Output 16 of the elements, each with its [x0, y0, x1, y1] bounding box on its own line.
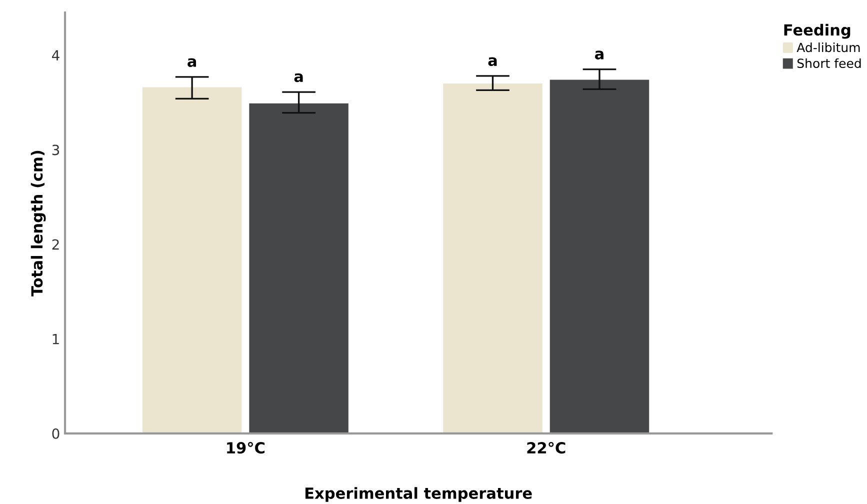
- data-label: a: [488, 57, 497, 66]
- y-tick-label: 2: [52, 239, 59, 250]
- data-label: a: [188, 58, 196, 68]
- x-tick-label: 19°C: [227, 442, 265, 454]
- data-label: a: [294, 73, 303, 82]
- x-axis-title: Experimental temperature: [305, 487, 532, 502]
- x-tick-label: 22°C: [527, 442, 566, 454]
- y-axis-title: Total length (cm): [30, 150, 46, 296]
- y-tick-label: 3: [52, 144, 60, 156]
- y-tick-label: 1: [52, 334, 59, 344]
- data-label: a: [594, 50, 604, 60]
- y-tick-label: 0: [52, 428, 60, 439]
- legend-label: Ad-libitum: [796, 42, 860, 52]
- legend-title: Feeding: [784, 24, 850, 39]
- y-tick-label: 4: [52, 50, 60, 60]
- legend-label: Short feed: [797, 58, 861, 68]
